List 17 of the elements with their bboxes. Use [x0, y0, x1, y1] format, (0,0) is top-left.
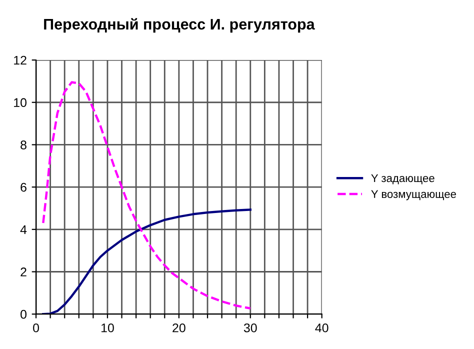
- x-tick-label: 20: [172, 323, 186, 332]
- legend-label: Y задающее: [371, 174, 434, 184]
- y-tick-label: 8: [20, 140, 26, 150]
- y-tick-label: 10: [14, 98, 27, 108]
- x-tick-label: 0: [33, 323, 40, 332]
- line-series: [42, 208, 252, 314]
- x-tick-label: 40: [315, 323, 328, 332]
- y-tick-label: 6: [20, 182, 26, 192]
- legend-label: Y возмущающее: [371, 190, 456, 200]
- y-tick-label: 2: [20, 268, 26, 276]
- chart-title: Переходный процесс И. регулятора: [44, 18, 315, 33]
- x-tick-label: 30: [244, 323, 257, 332]
- y-tick-label: 4: [20, 225, 27, 234]
- y-tick-label: 0: [20, 310, 27, 319]
- y-tick-label: 12: [14, 56, 26, 65]
- x-tick-label: 10: [101, 323, 114, 332]
- line-series: [42, 81, 252, 310]
